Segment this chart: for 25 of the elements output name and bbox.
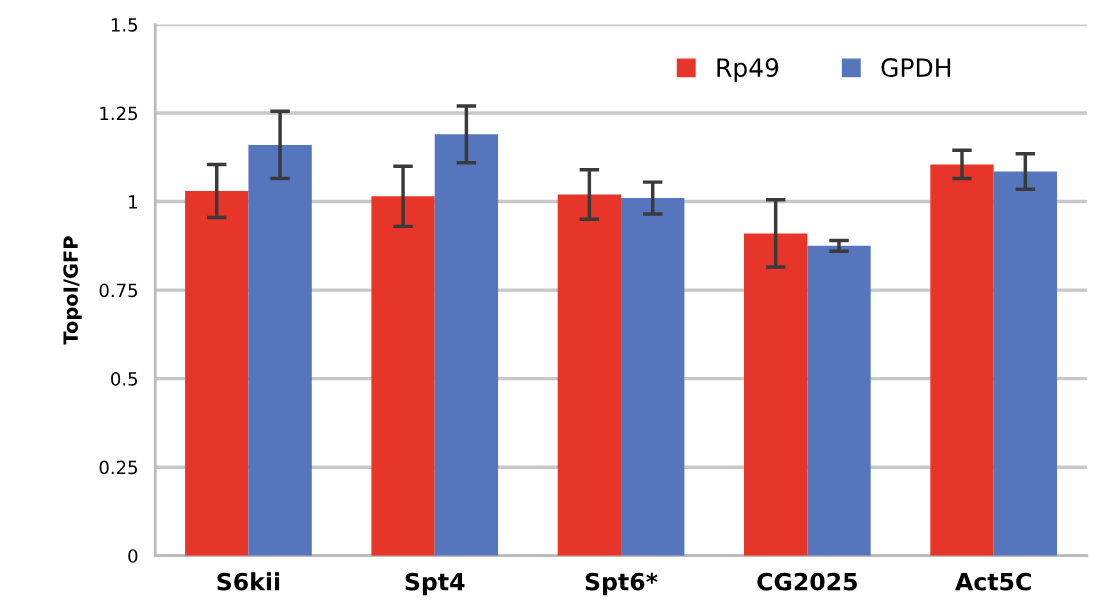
- x-tick-label: Spt4: [405, 572, 465, 596]
- legend-label: Rp49: [717, 58, 779, 82]
- bar: [744, 233, 808, 556]
- bar: [557, 194, 622, 556]
- bar: [185, 190, 249, 556]
- bar: [621, 198, 685, 556]
- y-tick-label: 0: [128, 549, 138, 563]
- y-tick-label: 0.25: [99, 460, 138, 475]
- bar: [930, 164, 994, 556]
- y-axis-title: TopoI/GFP: [63, 236, 82, 345]
- y-tick-label: 0.75: [99, 283, 138, 298]
- bar: [993, 171, 1058, 556]
- bar: [807, 245, 871, 556]
- x-tick-label: Spt6*: [585, 572, 658, 596]
- y-tick-label: 1.25: [100, 106, 138, 121]
- bar: [371, 196, 435, 556]
- y-tick-label: 1.5: [111, 18, 138, 32]
- y-tick-label: 0.5: [111, 372, 138, 386]
- x-tick-label: Act5C: [955, 572, 1031, 591]
- x-tick-label: S6kii: [217, 572, 280, 591]
- bar: [248, 144, 312, 556]
- y-tick-label: 1: [129, 195, 137, 209]
- bar: [434, 134, 499, 556]
- legend-label: GPDH: [881, 58, 951, 78]
- x-tick-label: CG2025: [757, 572, 857, 591]
